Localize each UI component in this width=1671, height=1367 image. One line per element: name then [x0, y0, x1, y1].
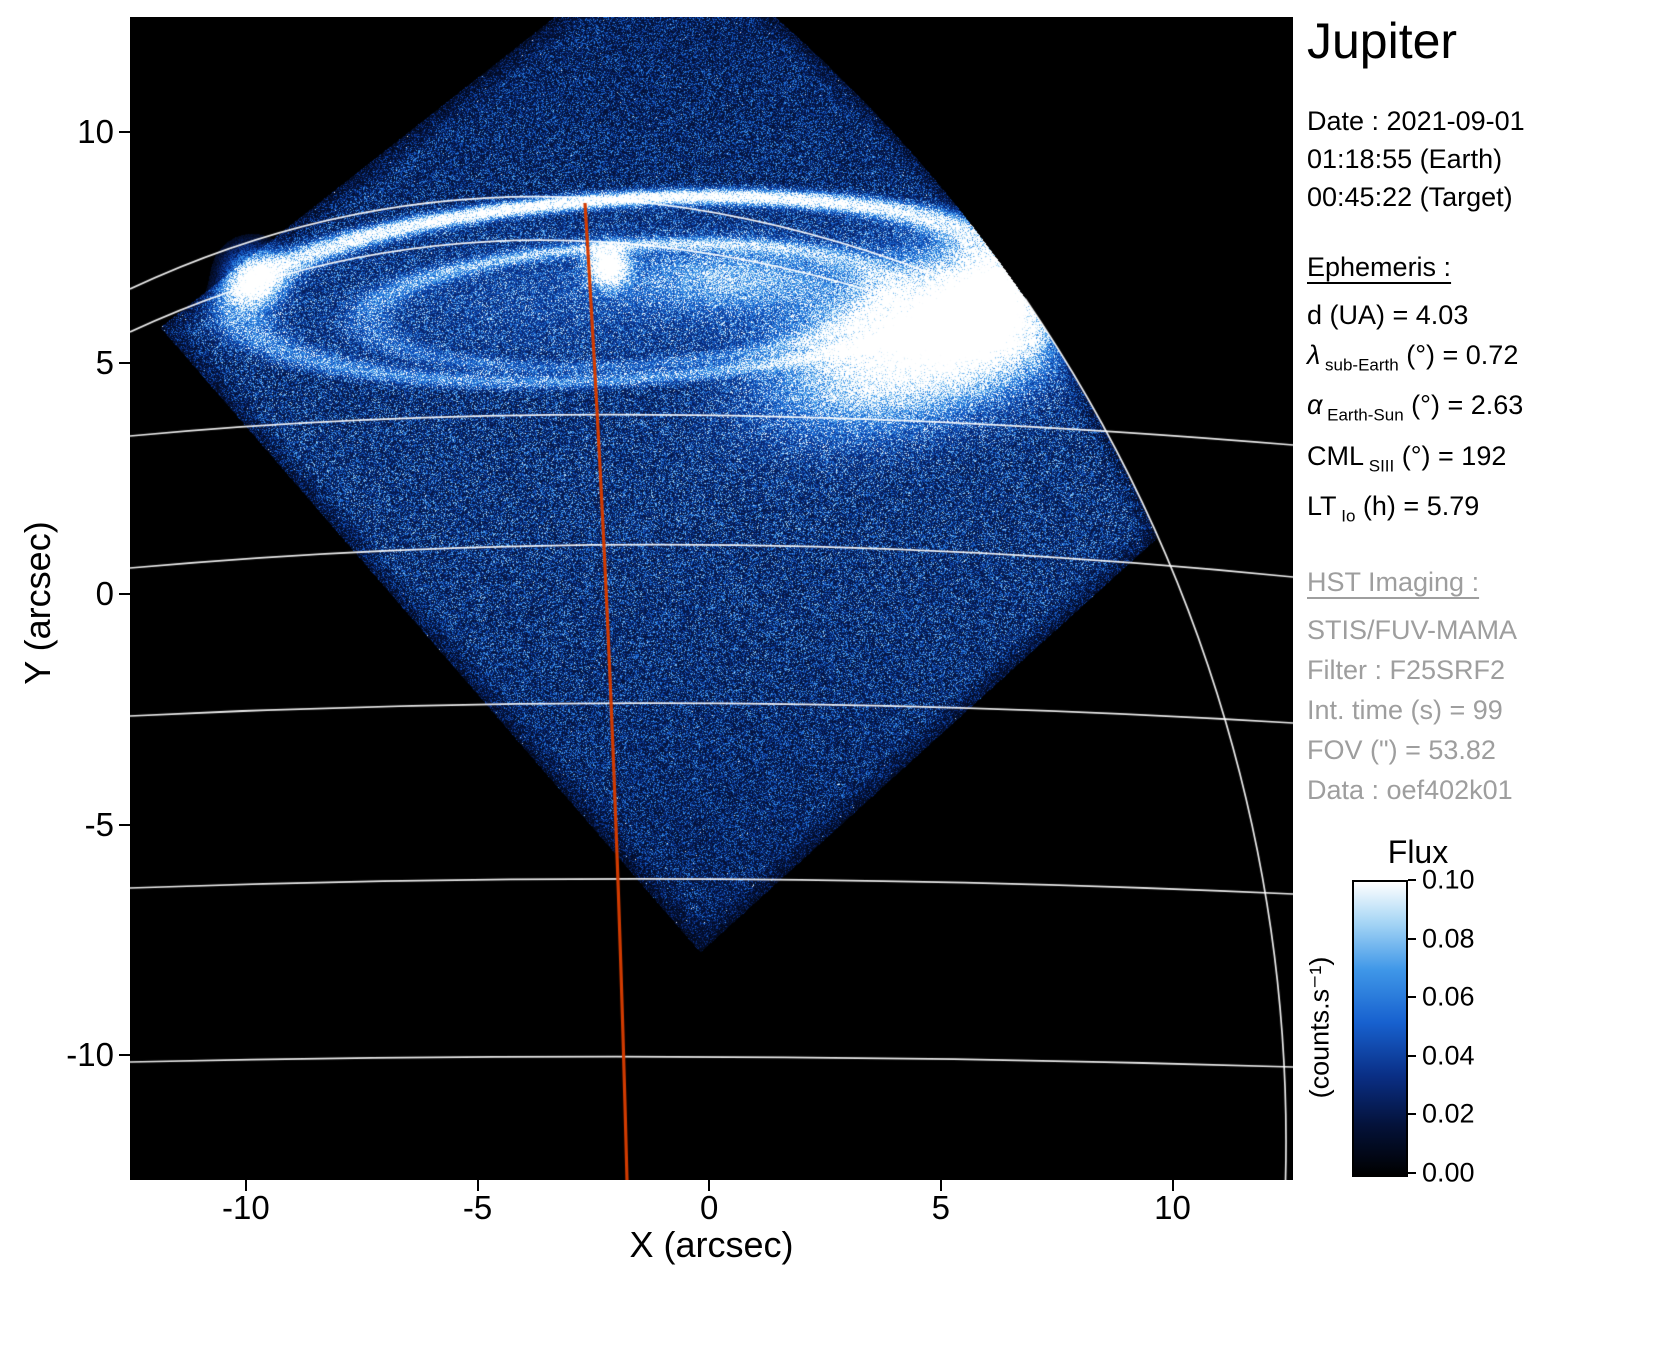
colorbar-tick-label: 0.00	[1422, 1158, 1475, 1189]
aurora-image-canvas	[130, 17, 1293, 1180]
ephemeris-value: = 4.03	[1385, 300, 1468, 330]
hst-info-row: Filter : F25SRF2	[1307, 650, 1669, 690]
observation-earth-time: 01:18:55 (Earth)	[1307, 140, 1669, 178]
info-panel: Jupiter Date : 2021-09-01 01:18:55 (Eart…	[1307, 12, 1669, 810]
observation-date: Date : 2021-09-01	[1307, 102, 1669, 140]
ephemeris-value: (°) = 0.72	[1399, 340, 1519, 370]
ephemeris-subscript: Earth-Sun	[1322, 406, 1403, 425]
y-axis-tick-label: -5	[4, 806, 114, 844]
ephemeris-value: (h) = 5.79	[1355, 491, 1479, 521]
x-axis-tick-label: 5	[932, 1189, 950, 1227]
x-axis-tick-label: 0	[700, 1189, 718, 1227]
hst-info-row: Data : oef402k01	[1307, 770, 1669, 810]
hst-info-row: FOV (") = 53.82	[1307, 730, 1669, 770]
hst-info-row: STIS/FUV-MAMA	[1307, 610, 1669, 650]
x-axis-tick-label: -10	[222, 1189, 270, 1227]
colorbar-tick-label: 0.08	[1422, 923, 1475, 954]
ephemeris-row: LT Io (h) = 5.79	[1307, 486, 1669, 536]
y-axis-tick-label: 10	[4, 113, 114, 151]
ephemeris-row: d (UA) = 4.03	[1307, 295, 1669, 335]
colorbar-unit-label: (counts.s⁻¹)	[1305, 888, 1336, 1168]
colorbar-tick-label: 0.10	[1422, 865, 1475, 896]
hst-rows: STIS/FUV-MAMA Filter : F25SRF2 Int. time (…	[1307, 610, 1669, 810]
y-axis-tick	[119, 593, 130, 595]
ephemeris-quantity: λ	[1307, 340, 1320, 370]
colorbar-tick	[1408, 1113, 1416, 1115]
observation-block: Date : 2021-09-01 01:18:55 (Earth) 00:45…	[1307, 102, 1669, 216]
x-axis-tick-label: -5	[463, 1189, 492, 1227]
observation-target-time: 00:45:22 (Target)	[1307, 178, 1669, 216]
colorbar-tick	[1408, 879, 1416, 881]
ephemeris-value: (°) = 192	[1394, 441, 1506, 471]
y-axis-tick	[119, 362, 130, 364]
ephemeris-rows: d (UA) = 4.03 λ sub-Earth (°) = 0.72 α Ear…	[1307, 295, 1669, 537]
hst-info-row: Int. time (s) = 99	[1307, 690, 1669, 730]
ephemeris-quantity: CML	[1307, 441, 1364, 471]
colorbar-tick	[1408, 996, 1416, 998]
y-axis-tick	[119, 824, 130, 826]
sky-image-plot: -10 -5 0 5 10 10 5 0 -5 -10	[130, 17, 1293, 1180]
ephemeris-subscript: Io	[1337, 507, 1356, 526]
ephemeris-quantity: α	[1307, 390, 1322, 420]
y-axis-tick	[119, 1054, 130, 1056]
colorbar-tick-label: 0.02	[1422, 1099, 1475, 1130]
figure-root: -10 -5 0 5 10 10 5 0 -5 -10 X (arcsec) Y (arcsec)…	[0, 0, 1671, 1367]
colorbar	[1352, 880, 1408, 1177]
colorbar-tick	[1408, 1055, 1416, 1057]
y-axis-tick-label: -10	[4, 1036, 114, 1074]
hst-imaging-block: HST Imaging : STIS/FUV-MAMA Filter : F25S…	[1307, 567, 1669, 810]
y-axis-tick	[119, 131, 130, 133]
ephemeris-value: (°) = 2.63	[1404, 390, 1524, 420]
colorbar-tick-label: 0.06	[1422, 982, 1475, 1013]
x-axis-title: X (arcsec)	[130, 1224, 1293, 1266]
y-axis-title: Y (arcsec)	[17, 483, 59, 723]
ephemeris-row: CML SIII (°) = 192	[1307, 436, 1669, 486]
page-title: Jupiter	[1307, 12, 1669, 70]
ephemeris-row: λ sub-Earth (°) = 0.72	[1307, 335, 1669, 385]
ephemeris-row: α Earth-Sun (°) = 2.63	[1307, 385, 1669, 435]
ephemeris-quantity: d (UA)	[1307, 300, 1385, 330]
ephemeris-subscript: SIII	[1364, 456, 1394, 475]
ephemeris-heading: Ephemeris :	[1307, 252, 1451, 283]
hst-heading: HST Imaging :	[1307, 567, 1479, 598]
colorbar-tick-label: 0.04	[1422, 1040, 1475, 1071]
ephemeris-block: Ephemeris : d (UA) = 4.03 λ sub-Earth (°)…	[1307, 252, 1669, 537]
x-axis-tick-label: 10	[1154, 1189, 1191, 1227]
ephemeris-quantity: LT	[1307, 491, 1337, 521]
colorbar-tick	[1408, 1172, 1416, 1174]
colorbar-tick	[1408, 938, 1416, 940]
ephemeris-subscript: sub-Earth	[1320, 355, 1398, 374]
y-axis-tick-label: 5	[4, 344, 114, 382]
